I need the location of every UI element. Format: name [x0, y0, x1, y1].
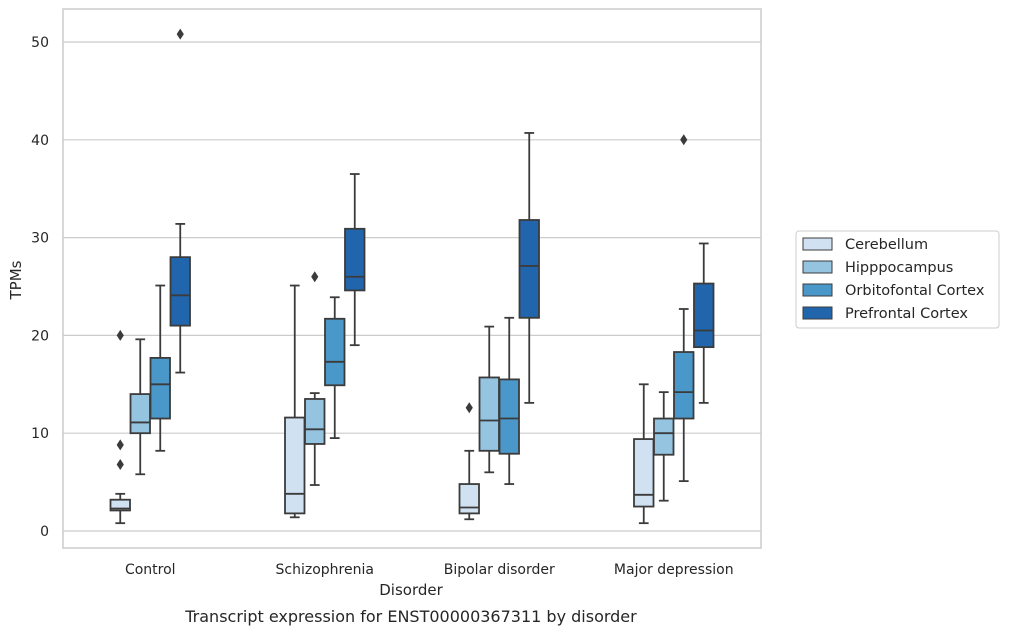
box-group	[344, 173, 366, 347]
outlier-point	[116, 458, 124, 470]
legend-label: Prefrontal Cortex	[845, 306, 968, 322]
box	[653, 417, 675, 456]
box-group	[304, 271, 326, 486]
x-tick-label: Control	[125, 562, 176, 578]
y-tick-label: 10	[31, 426, 49, 442]
box	[344, 227, 366, 292]
box-group	[284, 284, 306, 519]
y-axis-label: TPMs	[7, 260, 25, 300]
y-ticks: 0 10 20 30 40 50	[31, 35, 49, 540]
box-group	[169, 28, 191, 374]
legend-frame	[795, 230, 1000, 329]
x-tick-label: Major depression	[614, 562, 734, 578]
outlier-point	[465, 402, 473, 414]
box	[478, 376, 500, 452]
box	[304, 398, 326, 445]
y-tick-label: 50	[31, 35, 49, 51]
box-group	[324, 296, 346, 439]
box-group	[149, 284, 171, 452]
legend-swatch	[802, 237, 833, 251]
box	[129, 393, 151, 435]
outlier-point	[176, 28, 184, 40]
box-group	[653, 391, 675, 502]
legend-swatch	[802, 306, 833, 320]
grid	[63, 41, 761, 532]
box	[169, 256, 191, 327]
x-tick-label: Schizophrenia	[276, 562, 374, 578]
legend-label: Orbitofontal Cortex	[845, 283, 985, 299]
y-tick-label: 30	[31, 231, 49, 247]
box	[458, 483, 480, 515]
box-group	[129, 338, 151, 476]
legend-label: Hipppocampus	[845, 260, 953, 276]
plot-frame	[62, 8, 762, 549]
legend-label: Cerebellum	[845, 237, 928, 253]
box	[498, 378, 520, 455]
x-tick-label: Bipolar disorder	[444, 562, 555, 578]
x-axis-label: Disorder	[379, 581, 443, 599]
outlier-point	[116, 439, 124, 451]
box	[693, 282, 715, 349]
box-group	[478, 325, 500, 474]
box	[324, 317, 346, 387]
legend: Cerebellum Hipppocampus Orbitofontal Corte…	[795, 230, 1000, 329]
box-group	[458, 402, 480, 521]
box	[633, 438, 655, 508]
box-group	[109, 329, 131, 525]
box-group	[673, 134, 695, 483]
box-group	[498, 316, 520, 485]
y-tick-label: 20	[31, 328, 49, 344]
outlier-point	[680, 134, 688, 146]
chart-caption: Transcript expression for ENST0000036731…	[184, 607, 637, 626]
box	[109, 498, 131, 512]
box-group	[633, 383, 655, 525]
legend-swatch	[802, 283, 833, 297]
box	[149, 356, 171, 420]
box-group	[693, 242, 715, 404]
legend-swatch	[802, 260, 833, 274]
box-group	[518, 132, 540, 404]
box	[518, 219, 540, 319]
box	[284, 416, 306, 515]
outlier-point	[311, 271, 319, 283]
x-ticks: Control Schizophrenia Bipolar disorder Majo…	[125, 562, 734, 578]
outlier-point	[116, 329, 124, 341]
boxes	[109, 28, 715, 525]
y-tick-label: 0	[40, 524, 49, 540]
box	[673, 351, 695, 420]
y-tick-label: 40	[31, 133, 49, 149]
